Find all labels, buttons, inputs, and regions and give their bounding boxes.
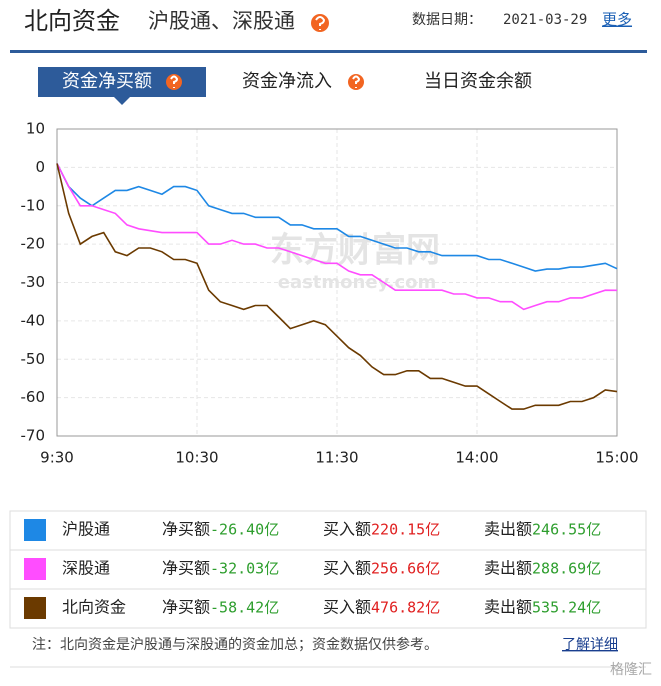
cell-label: 净买额	[162, 598, 210, 617]
y-tick-label: -50	[21, 350, 46, 368]
cell-value: 476.82亿	[371, 599, 440, 617]
more-link[interactable]: 更多	[602, 11, 632, 29]
note: 注：北向资金是沪股通与深股通的资金加总；资金数据仅供参考。	[32, 636, 438, 653]
cell-label: 卖出额	[484, 598, 532, 617]
cell-label: 买入额	[323, 559, 371, 578]
corner-watermark: 格隆汇	[610, 662, 652, 678]
y-tick-label: 0	[35, 158, 45, 176]
cell-value: 220.15亿	[371, 521, 440, 539]
legend-swatch	[24, 597, 46, 619]
legend-swatch	[24, 519, 46, 541]
cell-value: 256.66亿	[371, 560, 440, 578]
x-tick-label: 11:30	[315, 449, 358, 467]
y-tick-label: -40	[21, 311, 46, 329]
tab[interactable]: 当日资金余额	[424, 71, 532, 92]
help-icon[interactable]	[166, 74, 182, 90]
y-tick-label: 10	[26, 120, 45, 138]
x-tick-label: 9:30	[40, 449, 74, 467]
series-line	[56, 163, 618, 311]
legend-swatch	[24, 558, 46, 580]
series-line	[56, 163, 618, 410]
tab[interactable]: 资金净买额	[62, 71, 152, 92]
tab[interactable]: 资金净流入	[242, 71, 332, 92]
y-tick-label: -60	[21, 388, 46, 406]
legend-label: 沪股通	[62, 520, 110, 539]
cell-label: 卖出额	[484, 559, 532, 578]
chart: 东方财富网 eastmoney.com -70-60-50-40-30-20-1…	[21, 120, 639, 467]
y-tick-label: -30	[21, 273, 46, 291]
cell-value: -32.03亿	[210, 560, 279, 578]
cell-value: -26.40亿	[210, 521, 279, 539]
legend-label: 北向资金	[62, 598, 126, 617]
cell-label: 净买额	[162, 520, 210, 539]
header-rule	[10, 50, 647, 53]
cell-label: 买入额	[323, 598, 371, 617]
x-tick-label: 10:30	[175, 449, 218, 467]
legend-label: 深股通	[62, 559, 110, 578]
page-subtitle: 沪股通、深股通	[148, 9, 295, 33]
tab-pointer	[114, 97, 130, 105]
date-label: 数据日期：	[412, 12, 482, 28]
cell-value: -58.42亿	[210, 599, 279, 617]
y-tick-label: -70	[21, 427, 46, 445]
cell-label: 净买额	[162, 559, 210, 578]
series-line	[56, 163, 618, 272]
help-icon[interactable]	[311, 14, 329, 32]
y-tick-label: -20	[21, 235, 46, 253]
note-link[interactable]: 了解详细	[562, 637, 618, 653]
x-tick-label: 14:00	[455, 449, 498, 467]
x-tick-label: 15:00	[595, 449, 638, 467]
table-border	[9, 510, 647, 629]
cell-label: 卖出额	[484, 520, 532, 539]
plot-frame	[56, 128, 618, 437]
watermark-sub: eastmoney.com	[278, 272, 437, 293]
y-tick-label: -10	[21, 196, 46, 214]
page-title: 北向资金	[24, 7, 120, 35]
date: 2021-03-29	[503, 12, 587, 28]
cell-label: 买入额	[323, 520, 371, 539]
help-icon[interactable]	[348, 74, 364, 90]
cell-value: 535.24亿	[532, 599, 601, 617]
cell-value: 288.69亿	[532, 560, 601, 578]
cell-value: 246.55亿	[532, 521, 601, 539]
